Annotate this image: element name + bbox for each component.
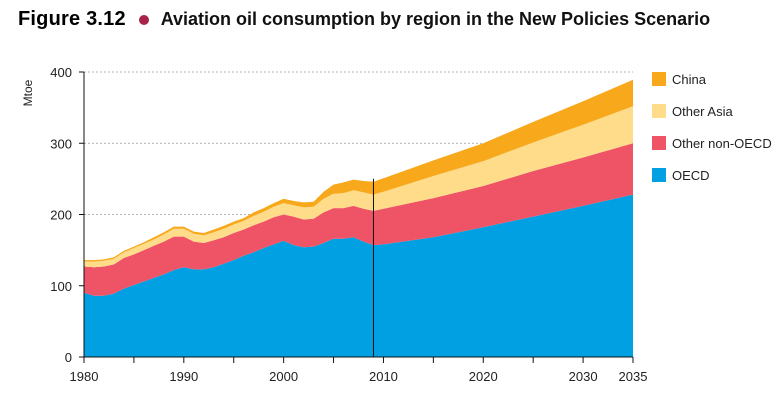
x-tick-label-2020: 2020 <box>469 369 498 384</box>
x-tick-label-1980: 1980 <box>70 369 99 384</box>
area-other-asia <box>84 106 633 268</box>
legend-swatch-oecd <box>652 168 666 182</box>
y-tick-label-300: 300 <box>50 136 72 151</box>
x-tick-label-2030: 2030 <box>569 369 598 384</box>
legend: China Other Asia Other non-OECD OECD <box>652 72 772 183</box>
figure-header: Figure 3.12 Aviation oil consumption by … <box>18 8 710 31</box>
axes: 0 100 200 300 400 1980 1990 2000 2010 2020 2030 203… <box>50 65 647 384</box>
legend-swatch-other-asia <box>652 104 666 118</box>
y-tick-label-0: 0 <box>65 350 72 365</box>
area-other-non-oecd <box>84 143 633 296</box>
figure-number: Figure 3.12 <box>18 8 126 30</box>
figure-title: Aviation oil consumption by region in th… <box>160 9 711 29</box>
bullet-dot-icon <box>139 14 150 25</box>
y-axis-label: Mtoe <box>21 79 35 106</box>
legend-swatch-china <box>652 72 666 86</box>
legend-label-other-non-oecd: Other non-OECD <box>672 136 772 151</box>
legend-label-other-asia: Other Asia <box>672 104 733 119</box>
legend-swatch-other-non-oecd <box>652 136 666 150</box>
area-oecd <box>84 194 633 357</box>
legend-label-china: China <box>672 72 707 87</box>
y-tick-label-100: 100 <box>50 279 72 294</box>
x-tick-label-2000: 2000 <box>269 369 298 384</box>
y-tick-label-200: 200 <box>50 208 72 223</box>
x-tick-label-2035: 2035 <box>619 369 648 384</box>
stacked-areas <box>84 79 633 357</box>
y-tick-label-400: 400 <box>50 65 72 80</box>
x-tick-label-1990: 1990 <box>169 369 198 384</box>
legend-label-oecd: OECD <box>672 168 710 183</box>
x-tick-label-2010: 2010 <box>369 369 398 384</box>
